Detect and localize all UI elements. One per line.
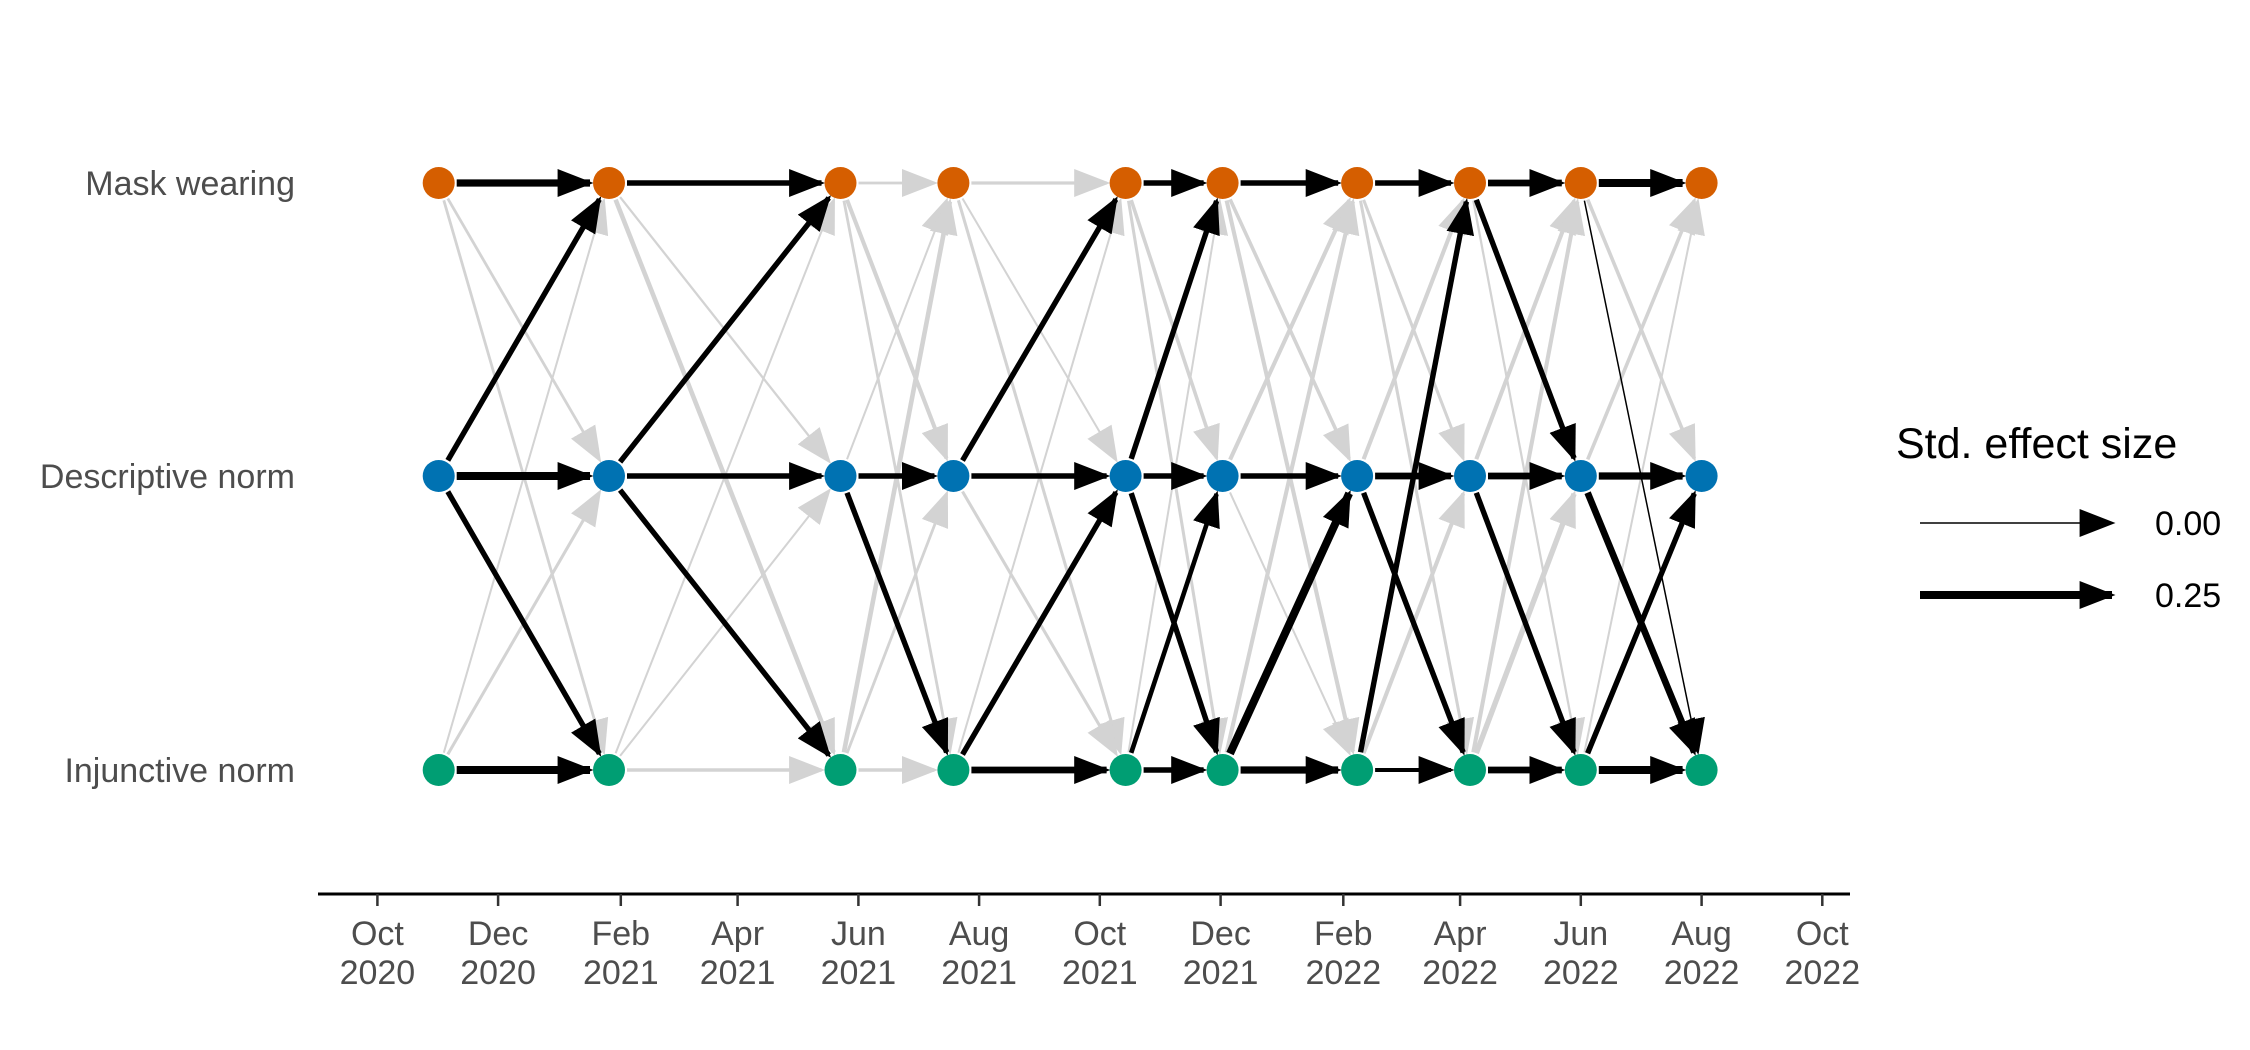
wave-node [1206, 754, 1239, 786]
wave-node [1109, 167, 1142, 199]
wave-node [824, 754, 857, 786]
wave-node [1341, 754, 1374, 786]
wave-node [1341, 460, 1374, 492]
wave-node [422, 754, 455, 786]
x-tick-label: Apr [711, 915, 764, 953]
x-tick-label: 2021 [1062, 954, 1138, 992]
x-tick-label: 2021 [821, 954, 897, 992]
wave-node [1454, 460, 1486, 492]
wave-node [1564, 460, 1597, 492]
row-label: Injunctive norm [64, 752, 295, 790]
wave-node [824, 460, 857, 492]
x-tick-label: 2021 [941, 954, 1017, 992]
wave-node [422, 167, 455, 199]
row-labels: Mask wearing Descriptive norm Injunctive n… [40, 165, 295, 790]
x-tick-label: Feb [592, 915, 651, 953]
path-arrow [617, 195, 832, 464]
wave-node [1109, 754, 1142, 786]
wave-node [937, 167, 970, 199]
wave-node [937, 460, 970, 492]
x-tick-label: Jun [831, 915, 886, 953]
row-label: Descriptive norm [40, 458, 295, 496]
wave-node [1685, 460, 1718, 492]
x-tick-label: Oct [351, 915, 404, 953]
x-tick-label: 2022 [1784, 954, 1860, 992]
x-tick-label: Aug [1671, 915, 1732, 953]
wave-nodes [422, 167, 1718, 786]
legend: Std. effect size 0.00 0.25 [1896, 420, 2221, 615]
path-arrow [1129, 490, 1220, 754]
x-tick-label: 2022 [1422, 954, 1498, 992]
x-tick-label: 2022 [1305, 954, 1381, 992]
wave-node [1564, 167, 1597, 199]
legend-title: Std. effect size [1896, 420, 2177, 468]
x-tick-label: 2021 [583, 954, 659, 992]
path-arrow [1473, 198, 1577, 462]
path-arrow [960, 196, 1119, 462]
x-tick-label: Dec [468, 915, 528, 953]
path-arrow [1586, 197, 1696, 461]
path-arrow [445, 196, 602, 462]
wave-node [1564, 754, 1597, 786]
x-axis: Oct2020Dec2020Feb2021Apr2021Jun2021Aug20… [318, 892, 1860, 992]
x-tick-label: 2020 [460, 954, 536, 992]
legend-entries: 0.00 0.25 [1920, 505, 2221, 615]
wave-node [422, 460, 455, 492]
path-arrow [1361, 197, 1466, 460]
x-tick-label: 2021 [1183, 954, 1259, 992]
path-arrow [1585, 490, 1697, 755]
x-tick-label: Aug [949, 915, 1010, 953]
path-arrow [1473, 491, 1577, 756]
x-tick-label: Oct [1073, 915, 1126, 953]
wave-node [1454, 167, 1486, 199]
row-label: Mask wearing [85, 165, 295, 203]
legend-label: 0.00 [2155, 505, 2221, 543]
x-ticks: Oct2020Dec2020Feb2021Apr2021Jun2021Aug20… [340, 894, 1860, 992]
path-arrow [1228, 197, 1352, 461]
path-arrow [1128, 197, 1220, 460]
wave-node [593, 460, 625, 492]
wave-node [1109, 460, 1142, 492]
wave-node [1685, 754, 1718, 786]
path-arrow [617, 488, 832, 758]
path-arrow [1583, 200, 1705, 755]
x-tick-label: 2020 [340, 954, 416, 992]
x-tick-label: Oct [1796, 915, 1849, 953]
wave-node [937, 754, 970, 786]
x-tick-label: 2021 [700, 954, 776, 992]
significant-paths [445, 169, 1705, 784]
x-tick-label: Jun [1553, 915, 1608, 953]
path-arrow [1226, 490, 1353, 756]
wave-node [1206, 460, 1239, 492]
x-tick-label: 2022 [1543, 954, 1619, 992]
wave-node [593, 167, 625, 199]
x-tick-label: Apr [1434, 915, 1487, 953]
wave-node [1685, 167, 1718, 199]
x-tick-label: Dec [1190, 915, 1250, 953]
wave-node [824, 167, 857, 199]
x-tick-label: 2022 [1664, 954, 1740, 992]
path-arrow [960, 489, 1119, 756]
wave-node [1454, 754, 1486, 786]
wave-node [593, 754, 625, 786]
path-arrow [1361, 491, 1466, 756]
path-arrow [844, 491, 950, 756]
path-arrow [445, 490, 602, 757]
path-arrow [845, 199, 949, 462]
path-arrow [1357, 198, 1475, 753]
wave-node [1206, 167, 1239, 199]
wave-node [1341, 167, 1374, 199]
x-tick-label: Feb [1314, 915, 1373, 953]
legend-label: 0.25 [2155, 577, 2221, 615]
